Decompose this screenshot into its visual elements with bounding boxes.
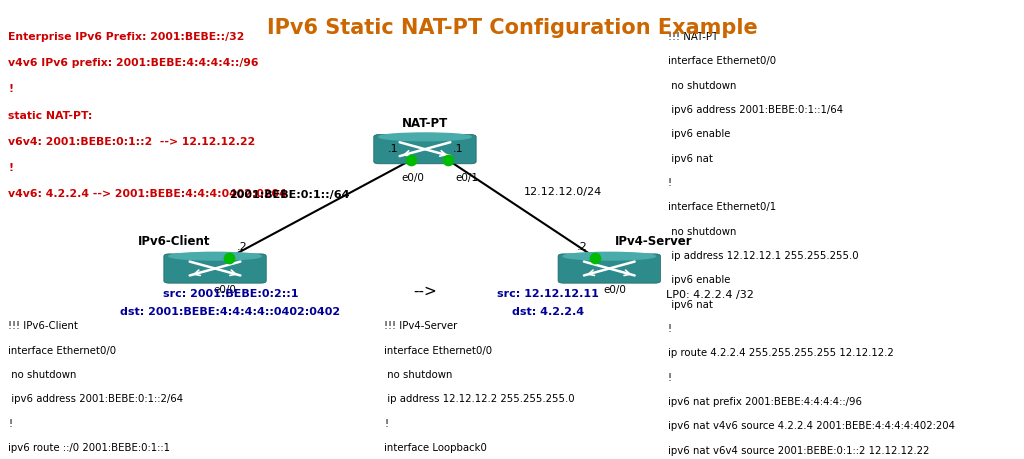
Text: interface Loopback0: interface Loopback0	[384, 443, 486, 453]
Text: LP0: 4.2.2.4 /32: LP0: 4.2.2.4 /32	[666, 290, 754, 300]
Text: ipv6 address 2001:BEBE:0:1::2/64: ipv6 address 2001:BEBE:0:1::2/64	[8, 394, 183, 404]
Text: e0/0: e0/0	[401, 173, 425, 183]
Text: no shutdown: no shutdown	[668, 81, 736, 91]
Text: ipv6 nat v4v6 source 4.2.2.4 2001:BEBE:4:4:4:4:402:204: ipv6 nat v4v6 source 4.2.2.4 2001:BEBE:4…	[668, 421, 954, 431]
Text: .1: .1	[388, 145, 398, 155]
Text: !!! NAT-PT: !!! NAT-PT	[668, 32, 718, 42]
Text: e0/1: e0/1	[455, 173, 478, 183]
Text: !: !	[668, 178, 672, 188]
Ellipse shape	[379, 133, 471, 141]
Text: .1: .1	[453, 145, 464, 155]
Text: ipv6 enable: ipv6 enable	[668, 275, 730, 285]
Text: v4v6: 4.2.2.4 --> 2001:BEBE:4:4:4:0402:0204: v4v6: 4.2.2.4 --> 2001:BEBE:4:4:4:0402:0…	[8, 189, 287, 199]
Text: dst: 2001:BEBE:4:4:4:4::0402:0402: dst: 2001:BEBE:4:4:4:4::0402:0402	[121, 307, 340, 317]
Text: no shutdown: no shutdown	[668, 227, 736, 237]
Text: v6v4: 2001:BEBE:0:1::2  --> 12.12.12.22: v6v4: 2001:BEBE:0:1::2 --> 12.12.12.22	[8, 137, 255, 147]
Text: interface Ethernet0/1: interface Ethernet0/1	[668, 202, 776, 213]
Point	[588, 254, 604, 261]
Text: v4v6 IPv6 prefix: 2001:BEBE:4:4:4:4::/96: v4v6 IPv6 prefix: 2001:BEBE:4:4:4:4::/96	[8, 58, 259, 68]
Text: dst: 4.2.2.4: dst: 4.2.2.4	[512, 307, 584, 317]
Text: ipv6 nat: ipv6 nat	[668, 154, 713, 164]
Text: !: !	[8, 84, 13, 95]
Text: !: !	[668, 324, 672, 334]
FancyBboxPatch shape	[374, 134, 476, 164]
Text: interface Ethernet0/0: interface Ethernet0/0	[384, 346, 493, 356]
Text: !: !	[668, 373, 672, 383]
Text: src: 2001:BEBE:0:2::1: src: 2001:BEBE:0:2::1	[163, 289, 298, 299]
Text: .2: .2	[577, 242, 588, 252]
Text: IPv4-Server: IPv4-Server	[614, 235, 692, 248]
Text: ip address 12.12.12.2 255.255.255.0: ip address 12.12.12.2 255.255.255.0	[384, 394, 574, 404]
Text: !: !	[8, 419, 12, 429]
Text: IPv6-Client: IPv6-Client	[137, 235, 210, 248]
Text: 2001:BEBE:0:1::/64: 2001:BEBE:0:1::/64	[229, 190, 349, 200]
Text: static NAT-PT:: static NAT-PT:	[8, 111, 92, 121]
FancyBboxPatch shape	[558, 254, 660, 283]
Text: interface Ethernet0/0: interface Ethernet0/0	[668, 56, 776, 67]
Ellipse shape	[169, 269, 261, 277]
Text: -->: -->	[413, 284, 437, 299]
Text: !!! IPv4-Server: !!! IPv4-Server	[384, 321, 458, 331]
Point	[221, 254, 238, 261]
Text: 12.12.12.0/24: 12.12.12.0/24	[523, 187, 602, 197]
Point	[440, 157, 457, 164]
Text: ipv6 address 2001:BEBE:0:1::1/64: ipv6 address 2001:BEBE:0:1::1/64	[668, 105, 843, 115]
Text: ipv6 route ::/0 2001:BEBE:0:1::1: ipv6 route ::/0 2001:BEBE:0:1::1	[8, 443, 170, 453]
Text: ip address 12.12.12.1 255.255.255.0: ip address 12.12.12.1 255.255.255.0	[668, 251, 858, 261]
Ellipse shape	[379, 150, 471, 157]
Ellipse shape	[169, 252, 261, 260]
Text: NAT-PT: NAT-PT	[401, 117, 449, 130]
Text: ipv6 nat v6v4 source 2001:BEBE:0:1::2 12.12.12.22: ipv6 nat v6v4 source 2001:BEBE:0:1::2 12…	[668, 446, 929, 456]
Text: IPv6 Static NAT-PT Configuration Example: IPv6 Static NAT-PT Configuration Example	[266, 18, 758, 39]
Text: src: 12.12.12.11: src: 12.12.12.11	[497, 289, 599, 299]
Text: .2: .2	[238, 242, 248, 252]
Text: ipv6 nat prefix 2001:BEBE:4:4:4:4::/96: ipv6 nat prefix 2001:BEBE:4:4:4:4::/96	[668, 397, 861, 407]
Text: !!! IPv6-Client: !!! IPv6-Client	[8, 321, 78, 331]
Text: ip route 4.2.2.4 255.255.255.255 12.12.12.2: ip route 4.2.2.4 255.255.255.255 12.12.1…	[668, 348, 893, 358]
Text: e0/0: e0/0	[603, 285, 626, 296]
Text: ipv6 enable: ipv6 enable	[668, 129, 730, 140]
FancyBboxPatch shape	[164, 254, 266, 283]
Point	[402, 157, 420, 164]
Text: !: !	[8, 163, 13, 173]
Text: !: !	[384, 419, 388, 429]
Text: ipv6 nat: ipv6 nat	[668, 300, 713, 310]
Text: Enterprise IPv6 Prefix: 2001:BEBE::/32: Enterprise IPv6 Prefix: 2001:BEBE::/32	[8, 32, 245, 42]
Text: e0/0: e0/0	[214, 285, 237, 296]
Text: no shutdown: no shutdown	[384, 370, 453, 380]
Text: no shutdown: no shutdown	[8, 370, 77, 380]
Text: interface Ethernet0/0: interface Ethernet0/0	[8, 346, 117, 356]
Ellipse shape	[563, 269, 655, 277]
Ellipse shape	[563, 252, 655, 260]
